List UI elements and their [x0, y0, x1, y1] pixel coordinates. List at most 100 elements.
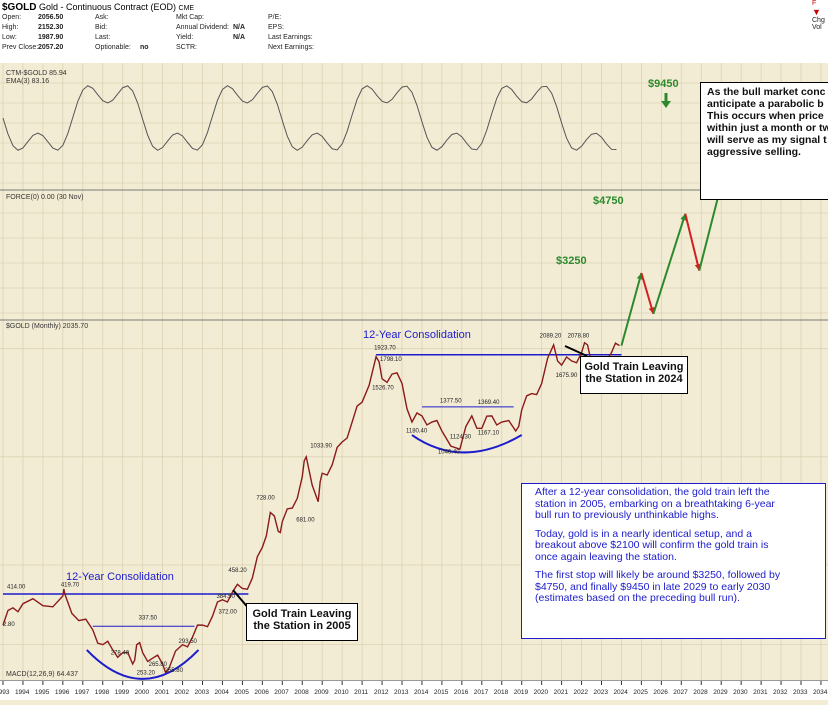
header-col1-item: High: 2152.30 [2, 24, 63, 31]
header-col2-item: Ask: [95, 14, 109, 21]
price-label: 1180.40 [406, 428, 428, 434]
base-arc [86, 649, 200, 680]
x-tick-label: 1993 [0, 689, 10, 696]
price-label: 1124.30 [450, 434, 472, 440]
header-col3-item: Mkt Cap: [176, 14, 204, 21]
force-label: FORCE(0) 0.00 (30 Nov) [6, 194, 83, 201]
header-field-label: High: [2, 24, 19, 31]
header-col3-item: Yield: N/A [176, 34, 245, 41]
x-tick-label: 2006 [254, 689, 269, 696]
x-tick-label: 2014 [414, 689, 429, 696]
header-field-value: N/A [233, 34, 246, 41]
quote-header: $GOLD Gold - Continuous Contract (EOD) C… [0, 0, 828, 64]
price-label: 255.80 [165, 668, 184, 674]
x-tick-label: 2018 [494, 689, 509, 696]
consolidation-label-bottom: 12-Year Consolidation [66, 571, 174, 583]
x-tick-label: 2005 [234, 689, 249, 696]
header-field-value: 2056.50 [38, 14, 64, 21]
x-tick-label: 2017 [474, 689, 489, 696]
x-tick-label: 2001 [155, 689, 170, 696]
header-field-value: 2152.30 [38, 24, 64, 31]
price-label: 1526.70 [372, 385, 394, 391]
header-col2-item: Bid: [95, 24, 107, 31]
projection-arrow [640, 272, 655, 315]
header-field-value: no [140, 44, 149, 51]
header-field-label: Open: [2, 14, 22, 21]
chart-title: $GOLD Gold - Continuous Contract (EOD) C… [2, 2, 195, 13]
x-tick-label: 2027 [673, 689, 688, 696]
price-label: 728.00 [256, 496, 275, 502]
price-panel-label: $GOLD (Monthly) 2035.70 [6, 323, 88, 330]
header-field-value: 1987.90 [38, 34, 64, 41]
header-field-value: 2057.20 [38, 44, 64, 51]
target-9450-label: $9450 [648, 78, 679, 90]
price-label: 419.70 [61, 583, 80, 589]
x-tick-label: 2034 [813, 689, 828, 696]
ctm-label: CTM-$GOLD 85.94 [6, 70, 67, 77]
x-tick-label: 2026 [653, 689, 668, 696]
x-tick-label: 2022 [574, 689, 589, 696]
x-tick-label: 2011 [354, 689, 368, 696]
x-tick-label: 2021 [554, 689, 569, 696]
header-field-label: Annual Dividend: [176, 24, 229, 31]
header-field-label: Last Earnings: [268, 34, 313, 41]
x-tick-label: 2020 [534, 689, 549, 696]
x-axis-svg: 1993 1994 1995 1996 1997 1998 1999 2000 2001 2002… [0, 681, 828, 696]
x-tick-label: 2000 [135, 689, 150, 696]
price-label: 1377.50 [440, 399, 462, 405]
header-col4-item: P/E: [268, 14, 281, 21]
header-col1-item: Open: 2056.50 [2, 14, 63, 21]
x-tick-label: 2013 [394, 689, 409, 696]
price-label: 1369.40 [478, 400, 500, 406]
train-2024-label: Gold Train Leaving the Station in 2024 [580, 356, 688, 394]
price-label: 2078.80 [568, 333, 590, 339]
header-col4-item: Last Earnings: [268, 34, 313, 41]
x-tick-label: 2007 [274, 689, 289, 696]
x-tick-label: 2004 [214, 689, 229, 696]
x-tick-label: 2019 [514, 689, 529, 696]
price-label: 458.20 [228, 568, 247, 574]
header-col2-item: Last: [95, 34, 110, 41]
x-tick-label: 2015 [434, 689, 449, 696]
x-axis: 1993 1994 1995 1996 1997 1998 1999 2000 2001 2002… [0, 680, 828, 700]
price-label: 681.00 [296, 518, 315, 524]
price-line [2, 341, 620, 675]
x-tick-label: 1998 [95, 689, 110, 696]
price-label: 1798.10 [380, 357, 402, 363]
x-tick-label: 2024 [613, 689, 628, 696]
price-label: 1167.10 [478, 430, 500, 436]
header-field-label: Last: [95, 34, 111, 41]
header-field-value: N/A [233, 24, 246, 31]
x-tick-label: 2010 [334, 689, 349, 696]
projection-arrow [620, 272, 643, 346]
x-tick-label: 2031 [753, 689, 768, 696]
x-tick-label: 1996 [55, 689, 70, 696]
header-col1-item: Low: 1987.90 [2, 34, 63, 41]
header-field-label: Ask: [95, 14, 109, 21]
header-field-label: Mkt Cap: [176, 14, 205, 21]
x-tick-label: 2002 [175, 689, 190, 696]
chart-area: CTM-$GOLD 85.94 EMA(3) 83.16 FORCE(0) 0.… [0, 63, 828, 680]
ctm-line [2, 85, 617, 151]
header-field-label: EPS: [268, 24, 284, 31]
x-tick-label: 2032 [773, 689, 788, 696]
x-tick-label: 2003 [195, 689, 210, 696]
price-label: 384.50 [216, 594, 235, 600]
header-field-label: Yield: [176, 34, 194, 41]
price-label: 1675.90 [556, 373, 578, 379]
x-tick-label: 2009 [314, 689, 329, 696]
bull-market-note: As the bull market conc anticipate a par… [700, 82, 828, 200]
x-tick-label: 2025 [633, 689, 648, 696]
x-tick-label: 2029 [713, 689, 728, 696]
target-4750-label: $4750 [593, 195, 624, 207]
header-right-fragments: F ▼ Chg Vol [812, 0, 825, 31]
x-tick-label: 1997 [75, 689, 90, 696]
x-tick-label: 1994 [15, 689, 30, 696]
x-tick-label: 2008 [294, 689, 309, 696]
macd-label: MACD(12,26,9) 64.437 [6, 671, 78, 678]
price-label: 2089.20 [540, 333, 562, 339]
x-tick-label: 2033 [793, 689, 808, 696]
header-field-label: Optionable: [95, 44, 131, 51]
header-field-label: SCTR: [176, 44, 197, 51]
header-field-label: Low: [2, 34, 17, 41]
